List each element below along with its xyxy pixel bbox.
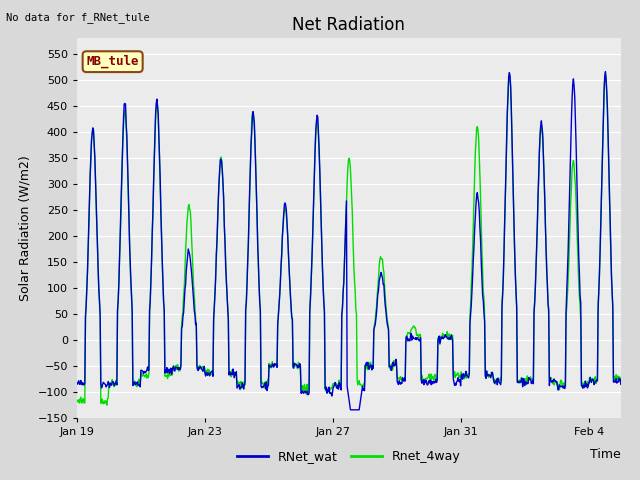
RNet_wat <box>183 261 191 266</box>
RNet_wat <box>355 407 363 413</box>
RNet_wat <box>490 375 497 381</box>
RNet_wat <box>73 380 81 386</box>
Rnet_4way <box>184 213 191 218</box>
RNet_wat <box>147 299 154 304</box>
Rnet_4way <box>136 382 143 387</box>
RNet_wat <box>401 378 409 384</box>
Rnet_4way <box>103 402 111 408</box>
Text: Time: Time <box>590 448 621 461</box>
Rnet_4way <box>490 377 497 383</box>
Line: RNet_wat: RNet_wat <box>77 72 621 410</box>
Y-axis label: Solar Radiation (W/m2): Solar Radiation (W/m2) <box>19 155 32 301</box>
Rnet_4way <box>401 373 409 379</box>
RNet_wat <box>347 407 355 413</box>
RNet_wat <box>602 69 609 74</box>
Line: Rnet_4way: Rnet_4way <box>77 74 621 405</box>
Rnet_4way <box>355 378 363 384</box>
RNet_wat <box>617 382 625 387</box>
Text: No data for f_RNet_tule: No data for f_RNet_tule <box>6 12 150 23</box>
Legend: RNet_wat, Rnet_4way: RNet_wat, Rnet_4way <box>232 445 466 468</box>
Text: MB_tule: MB_tule <box>86 55 139 68</box>
Rnet_4way <box>73 398 81 404</box>
Rnet_4way <box>147 278 155 284</box>
RNet_wat <box>135 382 143 387</box>
Rnet_4way <box>602 71 609 77</box>
Rnet_4way <box>617 377 625 383</box>
Title: Net Radiation: Net Radiation <box>292 16 405 34</box>
